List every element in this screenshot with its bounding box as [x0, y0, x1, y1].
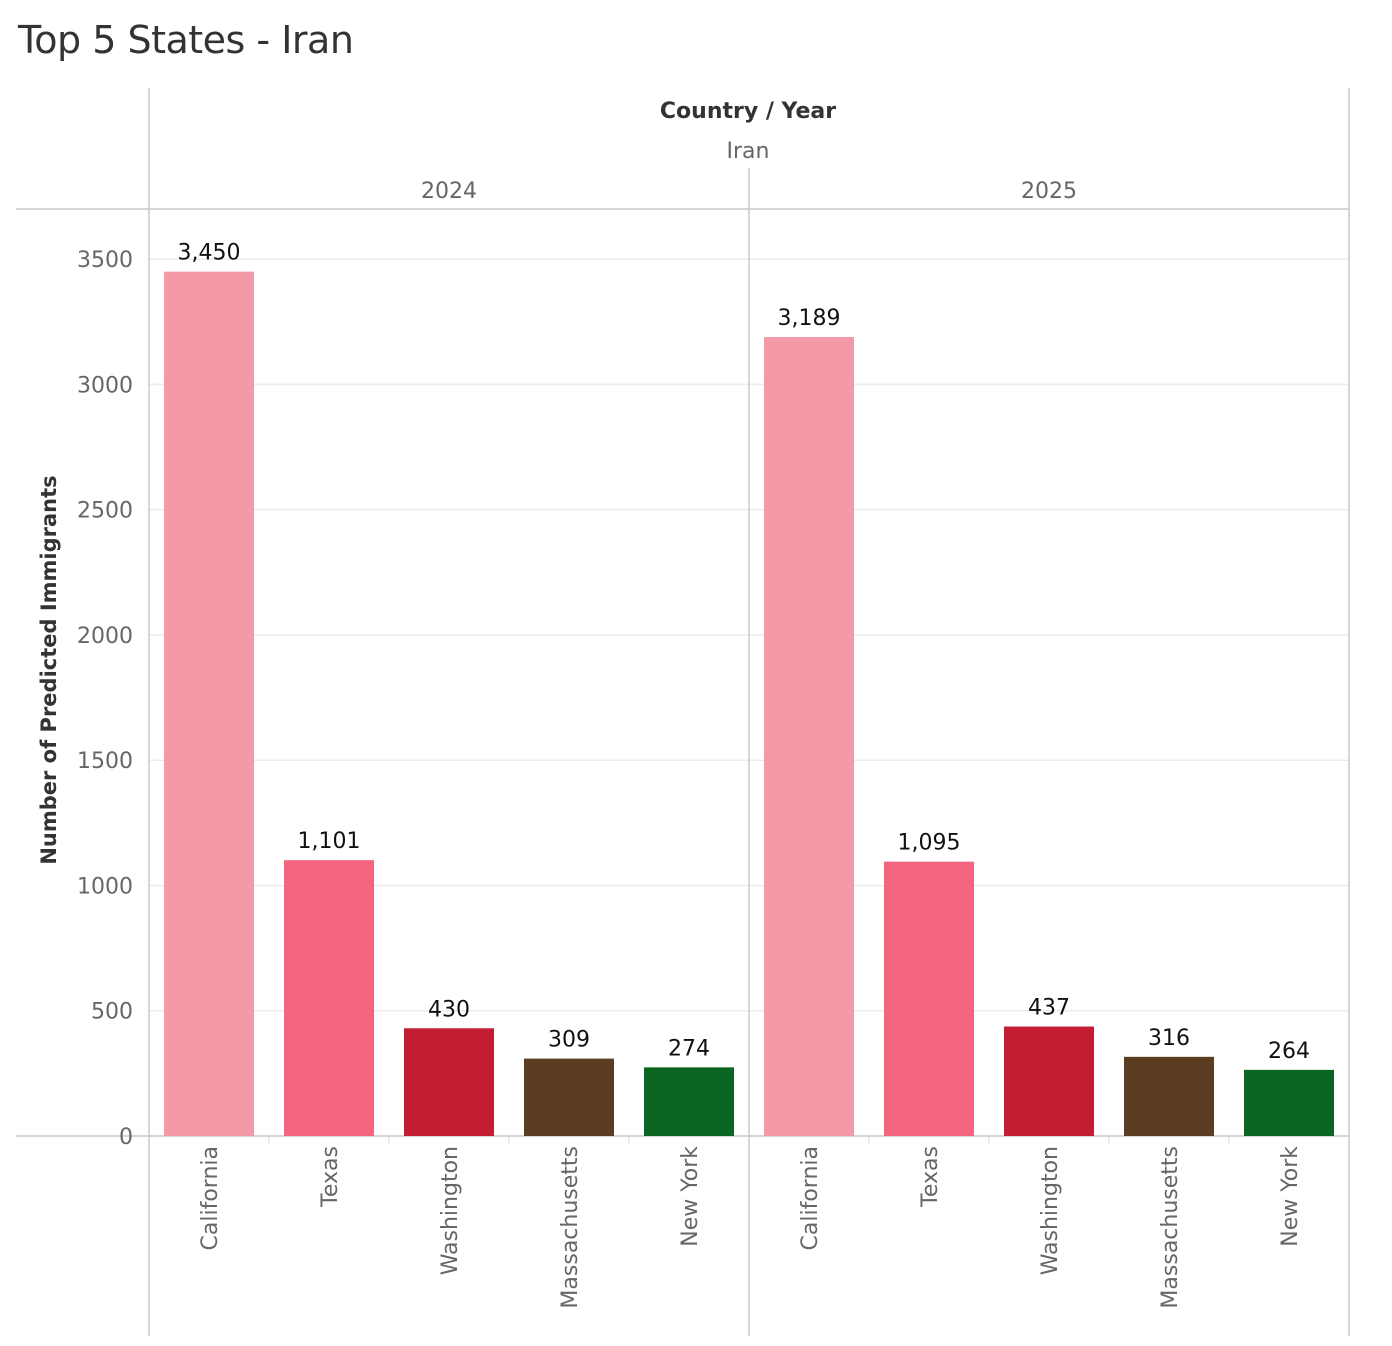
category-label-2024-california: California — [198, 1146, 223, 1250]
y-tick-label: 0 — [119, 1125, 133, 1150]
header-dimension-label: Country / Year — [660, 99, 836, 124]
y-axis-ticks: 0 500 1000 1500 2000 2500 3000 3500 — [77, 248, 133, 1150]
bar-2025-washington — [1004, 1026, 1094, 1136]
data-label-2025-massachusetts: 316 — [1148, 1026, 1190, 1051]
y-tick-label: 1500 — [77, 749, 133, 774]
bar-2024-washington — [404, 1028, 494, 1136]
category-label-2025-massachusetts: Massachusetts — [1158, 1146, 1183, 1309]
category-label-2024-massachusetts: Massachusetts — [558, 1146, 583, 1309]
chart-title: Top 5 States - Iran — [18, 18, 354, 62]
header-country: Iran — [727, 139, 770, 164]
data-labels: 3,450 1,101 430 309 274 3,189 1,095 437 316 264 — [178, 241, 1310, 1064]
category-label-2024-washington: Washington — [438, 1146, 463, 1275]
y-tick-label: 500 — [91, 1000, 133, 1025]
data-label-2025-new-york: 264 — [1268, 1039, 1310, 1064]
y-tick-label: 3500 — [77, 248, 133, 273]
bar-2025-new-york — [1244, 1069, 1334, 1136]
category-labels: California Texas Washington Massachusetts Ne… — [198, 1146, 1303, 1309]
bar-2025-texas — [884, 861, 974, 1136]
bar-2024-new-york — [644, 1067, 734, 1136]
category-label-2025-new-york: New York — [1278, 1146, 1303, 1247]
data-label-2024-washington: 430 — [428, 997, 470, 1022]
y-tick-label: 1000 — [77, 874, 133, 899]
category-label-2025-washington: Washington — [1038, 1146, 1063, 1275]
bars — [164, 271, 1334, 1136]
y-tick-label: 2000 — [77, 624, 133, 649]
panel-headers: 2024 2025 — [421, 179, 1077, 204]
panel-year-2024: 2024 — [421, 179, 477, 204]
bar-2024-california — [164, 271, 254, 1136]
category-label-2025-california: California — [798, 1146, 823, 1250]
bar-2025-california — [764, 337, 854, 1136]
category-label-2024-new-york: New York — [678, 1146, 703, 1247]
panel-year-2025: 2025 — [1021, 179, 1077, 204]
data-label-2025-california: 3,189 — [778, 306, 841, 331]
bar-2024-massachusetts — [524, 1058, 614, 1136]
data-label-2024-california: 3,450 — [178, 241, 241, 266]
category-label-2025-texas: Texas — [918, 1146, 943, 1208]
category-label-2024-texas: Texas — [318, 1146, 343, 1208]
data-label-2025-texas: 1,095 — [898, 831, 961, 856]
data-label-2024-texas: 1,101 — [298, 829, 361, 854]
y-tick-label: 3000 — [77, 373, 133, 398]
data-label-2024-new-york: 274 — [668, 1036, 710, 1061]
bar-2024-texas — [284, 860, 374, 1136]
data-label-2025-washington: 437 — [1028, 996, 1070, 1021]
y-tick-label: 2500 — [77, 499, 133, 524]
bar-2025-massachusetts — [1124, 1056, 1214, 1136]
data-label-2024-massachusetts: 309 — [548, 1028, 590, 1053]
y-axis-label: Number of Predicted Immigrants — [37, 475, 61, 864]
